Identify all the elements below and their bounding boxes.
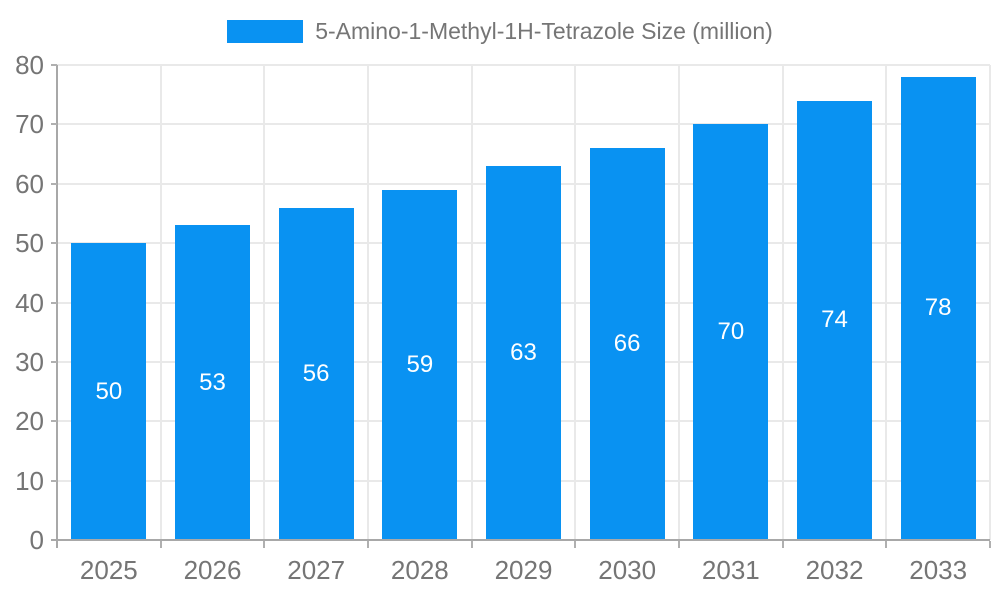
y-axis-label: 20 (15, 406, 44, 437)
y-axis-line (56, 65, 58, 548)
y-axis-label: 40 (15, 287, 44, 318)
y-axis-label: 30 (15, 346, 44, 377)
gridline-vertical (263, 65, 266, 540)
x-axis-label: 2027 (287, 555, 346, 585)
y-axis-ticks (51, 64, 57, 540)
gridline-vertical (781, 65, 784, 540)
bar-2030[interactable]: 66 (589, 148, 665, 540)
bar-value-label: 74 (821, 306, 848, 334)
y-tick-mark (51, 479, 57, 482)
gridline-vertical (574, 65, 577, 540)
x-axis-label: 2029 (494, 555, 553, 585)
x-tick-mark (367, 541, 369, 548)
x-axis-ticks (57, 541, 991, 548)
bar-value-label: 53 (199, 368, 226, 396)
bar-value-label: 50 (95, 377, 123, 405)
y-axis-labels: 0 10 20 30 40 50 60 70 80 (0, 52, 44, 553)
x-axis-label: 2032 (805, 555, 864, 585)
gridline-horizontal (57, 64, 990, 66)
bar-2027[interactable]: 56 (278, 207, 354, 540)
y-tick-mark (51, 182, 57, 185)
x-axis-label: 2030 (598, 555, 657, 585)
x-axis-label: 2025 (79, 555, 138, 585)
bar-value-label: 56 (302, 359, 330, 387)
plot-area: 50 53 56 59 63 66 70 74 78 (57, 64, 991, 540)
gridline-vertical (367, 65, 369, 540)
gridline-vertical (989, 65, 991, 540)
bar-2029[interactable]: 63 (486, 165, 561, 540)
x-axis-labels: 2025 2026 2027 2028 2029 2030 2031 2032 2033 (57, 556, 990, 586)
bar-value-label: 78 (924, 294, 952, 322)
gridline-vertical (470, 65, 473, 540)
legend: 5-Amino-1-Methyl-1H-Tetrazole Size (mill… (0, 18, 1000, 45)
y-tick-mark (51, 123, 57, 126)
x-axis-label: 2026 (183, 555, 242, 585)
bar-2026[interactable]: 53 (175, 225, 250, 540)
y-tick-mark (51, 64, 57, 66)
y-axis-label: 10 (15, 465, 44, 496)
bar-value-label: 59 (406, 350, 434, 378)
bar-value-label: 70 (717, 318, 745, 346)
y-axis-label: 50 (15, 228, 44, 259)
bar-2025[interactable]: 50 (71, 243, 147, 540)
bar-2032[interactable]: 74 (797, 100, 872, 540)
x-tick-mark (989, 541, 991, 548)
x-axis-label: 2031 (701, 555, 760, 585)
legend-color-swatch (227, 20, 304, 43)
gridline-vertical (885, 65, 888, 540)
legend-label: 5-Amino-1-Methyl-1H-Tetrazole Size (mill… (315, 18, 773, 44)
x-tick-mark (678, 541, 680, 548)
y-axis-label: 0 (29, 525, 44, 555)
x-tick-mark (574, 541, 577, 548)
y-axis-label: 70 (15, 109, 44, 140)
x-tick-mark (263, 541, 266, 548)
bar-2033[interactable]: 78 (900, 76, 976, 540)
x-tick-mark (781, 541, 784, 548)
y-tick-mark (51, 420, 57, 423)
y-tick-mark (51, 301, 57, 304)
bar-value-label: 63 (510, 338, 537, 366)
bar-value-label: 66 (613, 330, 641, 358)
bar-2031[interactable]: 70 (693, 124, 769, 540)
x-tick-mark (885, 541, 888, 548)
gridline-vertical (159, 65, 162, 540)
gridline-horizontal (57, 123, 990, 126)
y-tick-mark (51, 242, 57, 245)
gridline-vertical (678, 65, 680, 540)
x-tick-mark (470, 541, 473, 548)
y-axis-label: 80 (15, 50, 44, 80)
legend-item[interactable]: 5-Amino-1-Methyl-1H-Tetrazole Size (mill… (227, 18, 773, 45)
y-tick-mark (51, 360, 57, 363)
x-tick-mark (159, 541, 162, 548)
x-axis-label: 2033 (909, 555, 968, 585)
x-axis-line (51, 539, 990, 541)
bar-2028[interactable]: 59 (382, 189, 458, 540)
y-axis-label: 60 (15, 168, 44, 199)
x-axis-label: 2028 (390, 555, 449, 585)
